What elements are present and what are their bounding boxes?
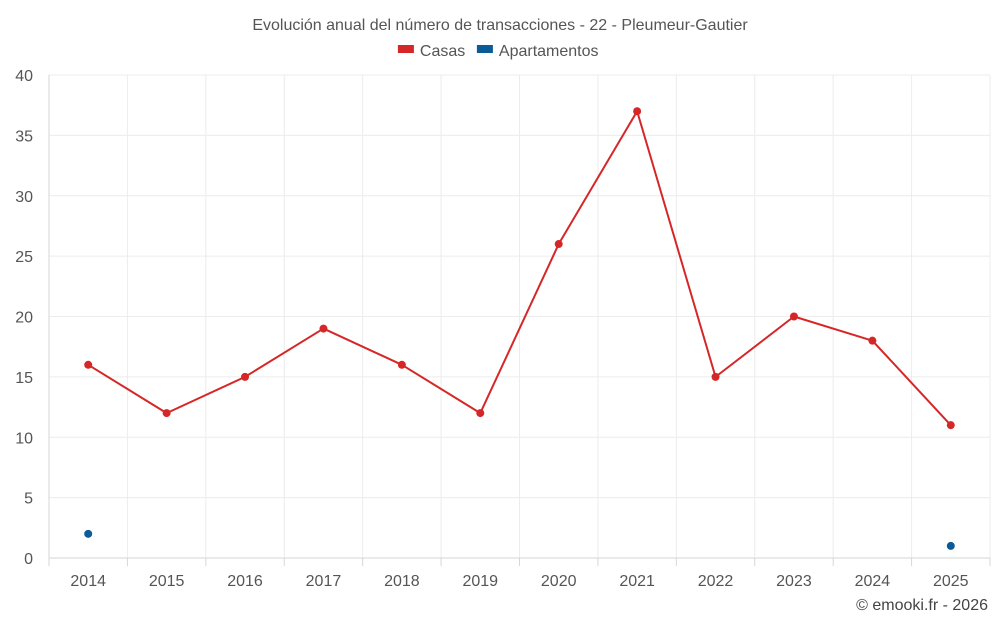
data-point	[789, 312, 798, 321]
x-tick-label: 2014	[70, 573, 106, 590]
x-tick-label: 2015	[149, 573, 185, 590]
legend-swatch	[476, 45, 493, 53]
y-tick-label: 40	[15, 68, 33, 85]
data-point	[868, 336, 877, 345]
x-tick-label: 2019	[462, 573, 498, 590]
series-apartamentos	[84, 529, 955, 550]
chart-title: Evolución anual del número de transaccio…	[252, 17, 748, 34]
legend-swatch	[397, 45, 414, 53]
y-tick-label: 35	[15, 128, 33, 145]
y-tick-label: 15	[15, 370, 33, 387]
data-point	[946, 541, 955, 550]
data-point	[476, 409, 485, 418]
legend-item-apartamentos: Apartamentos	[476, 43, 599, 60]
credit-text: © emooki.fr - 2026	[856, 597, 988, 614]
x-tick-label: 2024	[855, 573, 891, 590]
data-point	[241, 372, 250, 381]
y-tick-label: 0	[24, 551, 33, 568]
y-tick-label: 30	[15, 189, 33, 206]
data-point	[554, 240, 563, 249]
x-tick-label: 2025	[933, 573, 969, 590]
series-layer	[84, 107, 955, 550]
data-point	[162, 409, 171, 418]
y-tick-label: 25	[15, 249, 33, 266]
x-tick-label: 2021	[619, 573, 655, 590]
x-tick-label: 2018	[384, 573, 420, 590]
data-point	[946, 421, 955, 430]
legend-item-casas: Casas	[397, 43, 465, 60]
data-point	[711, 372, 720, 381]
x-axis: 2014 2015 2016 2017 2018 2019 2020 2021 2022 2023…	[48, 558, 991, 590]
x-tick-label: 2020	[541, 573, 577, 590]
legend: Casas Apartamentos	[397, 43, 599, 60]
data-point	[397, 360, 406, 369]
data-point	[633, 107, 642, 116]
data-point	[319, 324, 328, 333]
data-point	[84, 360, 93, 369]
y-tick-label: 5	[24, 491, 33, 508]
x-tick-label: 2022	[698, 573, 734, 590]
series-line	[87, 110, 952, 426]
x-tick-label: 2023	[776, 573, 812, 590]
x-tick-label: 2017	[306, 573, 342, 590]
y-tick-label: 10	[15, 430, 33, 447]
series-casas	[84, 107, 955, 430]
legend-label: Casas	[420, 43, 465, 60]
x-tick-label: 2016	[227, 573, 263, 590]
legend-label: Apartamentos	[499, 43, 599, 60]
data-point	[84, 529, 93, 538]
y-axis: 0 5 10 15 20 25 30 35 40	[15, 68, 33, 568]
grid	[48, 74, 991, 559]
y-tick-label: 20	[15, 310, 33, 327]
